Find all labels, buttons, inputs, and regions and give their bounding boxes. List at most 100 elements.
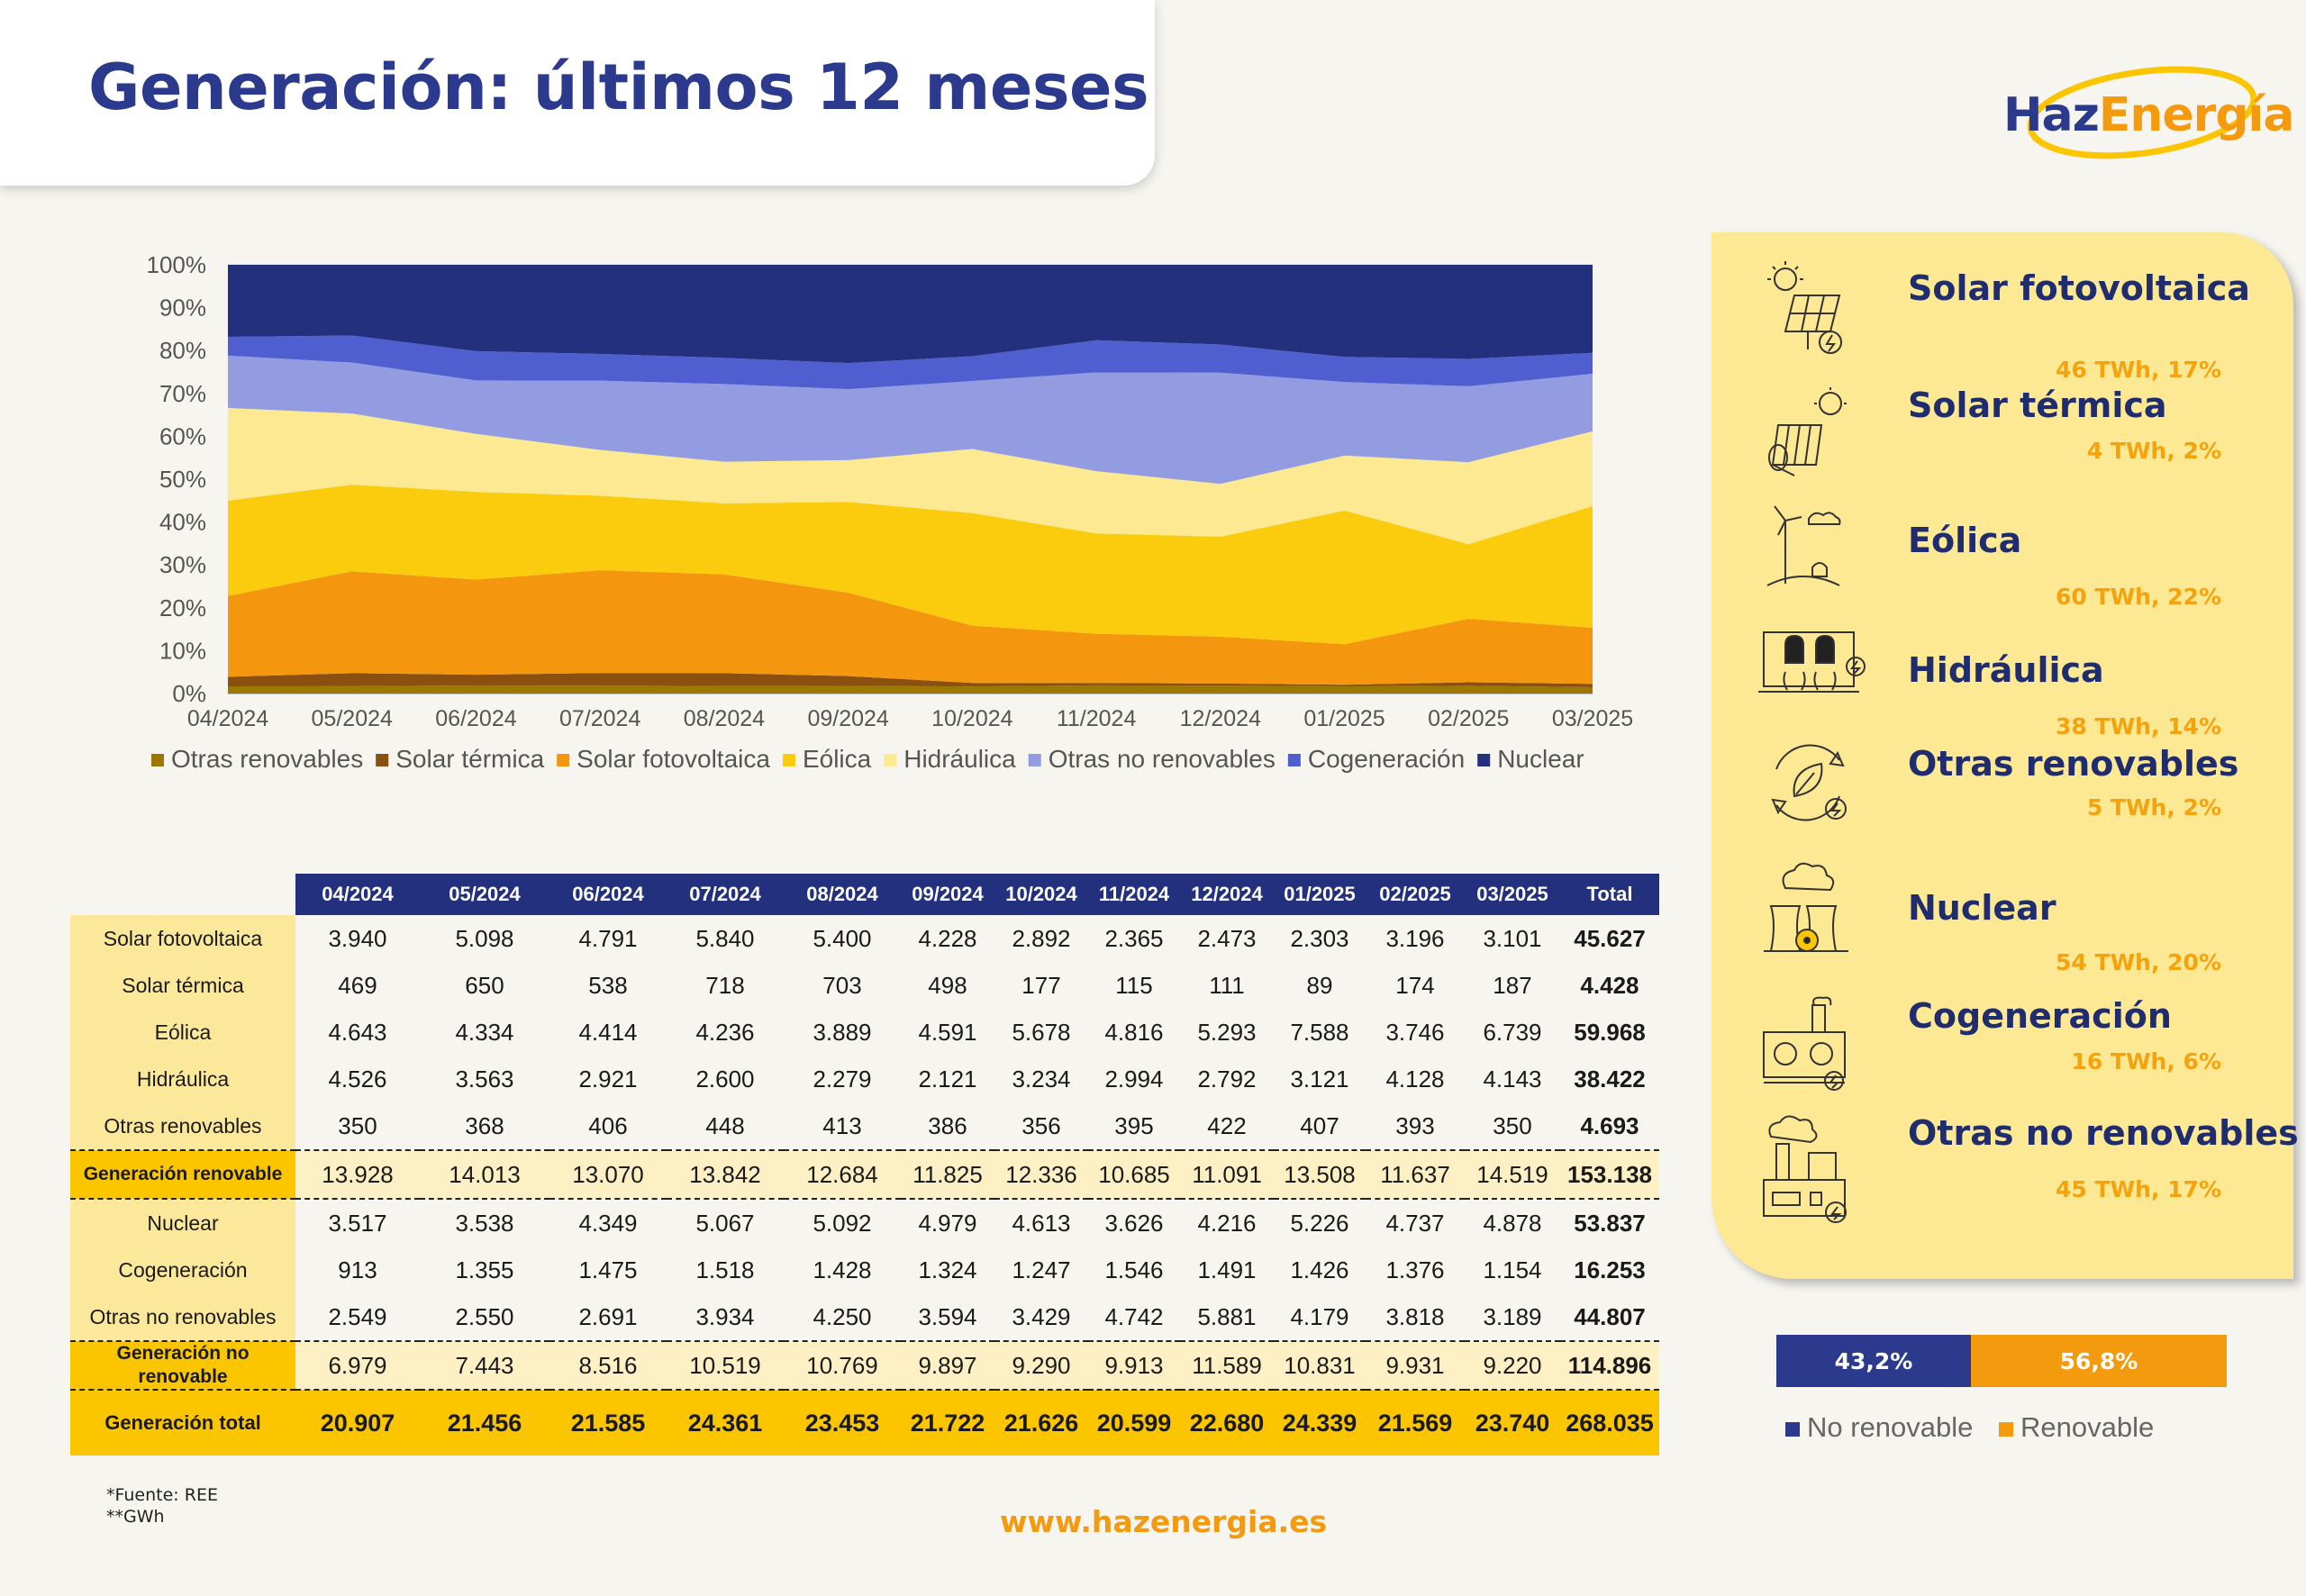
table-cell: 407 — [1300, 1111, 1339, 1139]
table-cell: 20.907 — [295, 1390, 420, 1455]
table-cell: 5.678 — [1012, 1018, 1071, 1046]
table-corner — [70, 874, 295, 915]
table-cell: 1.247 — [1012, 1256, 1071, 1283]
y-tick-label: 20% — [159, 594, 206, 621]
x-tick-label: 04/2024 — [187, 706, 268, 731]
table-cell: 59.968 — [1574, 1018, 1646, 1046]
table-cell: 20.599 — [1088, 1390, 1180, 1455]
table-cell: 4.250 — [813, 1302, 872, 1330]
table-cell: 1.475 — [578, 1256, 638, 1283]
table-cell: 3.234 — [1012, 1065, 1071, 1093]
table-cell: 2.549 — [328, 1302, 387, 1330]
table-cell: 3.746 — [1385, 1018, 1445, 1046]
row-label: Eólica — [70, 1009, 295, 1056]
table-cell: 350 — [1493, 1111, 1532, 1139]
table-cell: 12.684 — [784, 1149, 901, 1200]
y-tick-label: 10% — [159, 637, 206, 664]
table-row: Eólica 4.643 4.334 4.414 4.236 3.889 4.591 5.67… — [70, 1009, 1659, 1056]
table-cell: 4.693 — [1580, 1111, 1639, 1139]
summary-value: 16 TWh, 6% — [2071, 1048, 2221, 1075]
website-link[interactable]: www.hazenergia.es — [1000, 1504, 1328, 1539]
table-cell: 3.594 — [918, 1302, 977, 1330]
table-row: Hidráulica 4.526 3.563 2.921 2.600 2.279 2.121… — [70, 1056, 1659, 1102]
table-row: Solar térmica 469 650 538 718 703 498 177 115 111… — [70, 962, 1659, 1009]
legend-swatch-no-renovable — [1785, 1422, 1800, 1437]
x-tick-label: 05/2024 — [312, 706, 393, 731]
table-cell: 1.428 — [813, 1256, 872, 1283]
table-cell: 1.324 — [918, 1256, 977, 1283]
table-cell: 24.339 — [1274, 1390, 1366, 1455]
table-cell: 703 — [822, 971, 862, 999]
page-title: Generación: últimos 12 meses — [88, 50, 1149, 124]
table-cell: 3.189 — [1483, 1302, 1542, 1330]
table-cell: 22.680 — [1180, 1390, 1274, 1455]
y-tick-label: 80% — [159, 337, 206, 364]
table-cell: 21.456 — [420, 1390, 549, 1455]
table-cell: 5.226 — [1290, 1209, 1349, 1237]
dam-icon — [1758, 631, 1866, 693]
table-cell: 5.293 — [1197, 1018, 1257, 1046]
column-header: 07/2024 — [667, 874, 784, 915]
legend-label: Otras renovables — [171, 745, 363, 773]
table-cell: 10.769 — [784, 1340, 901, 1391]
table-cell: 3.101 — [1483, 924, 1542, 952]
table-cell: 23.740 — [1465, 1390, 1560, 1455]
table-cell: 498 — [928, 971, 967, 999]
legend-label: Solar térmica — [395, 745, 544, 773]
stacked-area-chart: 0% 10% 20% 30% 40% 50% 60% 70% 80% 90% 100% 04/202… — [147, 251, 1634, 773]
column-header: 05/2024 — [420, 874, 549, 915]
table-cell: 9.290 — [994, 1340, 1088, 1391]
summary-name: Otras no renovables — [1908, 1113, 2299, 1153]
column-header: 08/2024 — [784, 874, 901, 915]
table-cell: 5.067 — [695, 1209, 755, 1237]
column-header: 03/2025 — [1465, 874, 1560, 915]
row-label: Solar fotovoltaica — [70, 915, 295, 962]
table-cell: 4.143 — [1483, 1065, 1542, 1093]
table-cell: 913 — [338, 1256, 377, 1283]
table-cell: 13.508 — [1274, 1149, 1366, 1200]
table-cell: 2.279 — [813, 1065, 872, 1093]
table-cell: 111 — [1209, 971, 1245, 999]
table-row: Generación renovable 13.928 14.013 13.070 13… — [70, 1149, 1659, 1200]
table-cell: 1.355 — [455, 1256, 514, 1283]
legend-swatch — [1287, 754, 1301, 766]
summary-value: 5 TWh, 2% — [2086, 794, 2221, 821]
table-cell: 4.128 — [1385, 1065, 1445, 1093]
table-cell: 368 — [465, 1111, 504, 1139]
x-tick-label: 02/2025 — [1428, 706, 1509, 731]
table-cell: 38.422 — [1574, 1065, 1646, 1093]
table-cell: 4.428 — [1580, 971, 1639, 999]
brand-logo: HazEnergía — [1991, 45, 2294, 180]
table-cell: 2.792 — [1197, 1065, 1257, 1093]
y-tick-label: 50% — [159, 466, 206, 493]
table-row: Nuclear 3.517 3.538 4.349 5.067 5.092 4.979 4.6… — [70, 1199, 1659, 1247]
table-cell: 21.626 — [994, 1390, 1088, 1455]
nuclear-plant-icon — [1764, 862, 1848, 952]
summary-name: Otras renovables — [1908, 744, 2239, 784]
table-cell: 115 — [1115, 971, 1153, 999]
y-tick-label: 100% — [147, 251, 207, 278]
legend-swatch — [1028, 754, 1041, 766]
table-cell: 2.121 — [918, 1065, 977, 1093]
wind-turbine-icon — [1766, 505, 1841, 586]
column-header: 01/2025 — [1274, 874, 1366, 915]
area-series-otras-renovables — [228, 685, 1593, 694]
table-row: Cogeneración 913 1.355 1.475 1.518 1.428 1.324… — [70, 1247, 1659, 1293]
table-cell: 187 — [1493, 971, 1532, 999]
x-tick-label: 03/2025 — [1552, 706, 1633, 731]
table-cell: 2.303 — [1290, 924, 1349, 952]
area-series-nuclear — [228, 265, 1593, 364]
table-cell: 413 — [822, 1111, 862, 1139]
table-cell: 356 — [1021, 1111, 1061, 1139]
table-cell: 16.253 — [1574, 1256, 1646, 1283]
y-tick-label: 0% — [172, 680, 206, 707]
split-no-renovable: 43,2% — [1776, 1335, 1971, 1387]
table-cell: 5.840 — [695, 924, 755, 952]
table-cell: 4.236 — [695, 1018, 755, 1046]
recycle-leaf-icon — [1771, 744, 1847, 821]
factory-icon — [1763, 1115, 1847, 1223]
area-series-cogeneración — [228, 335, 1593, 390]
y-tick-label: 90% — [159, 295, 206, 322]
area-series-solar-fotovoltaica — [228, 570, 1593, 685]
logo-part-haz: Haz — [2003, 88, 2100, 142]
